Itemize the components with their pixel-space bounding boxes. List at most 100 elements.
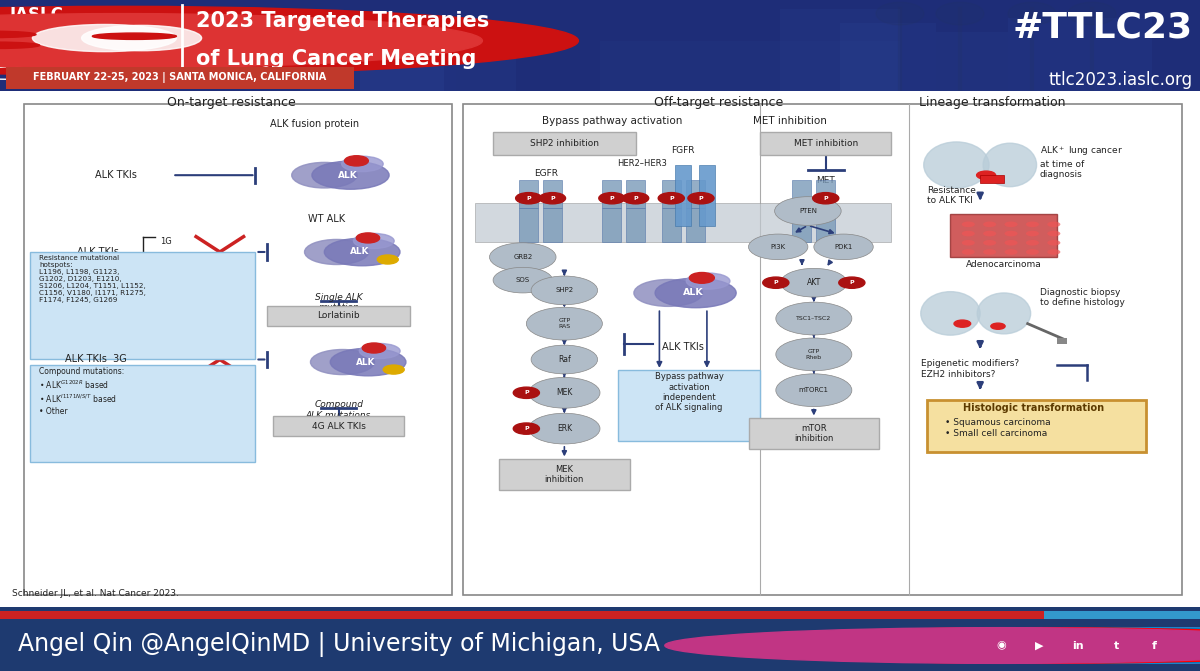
- Ellipse shape: [686, 273, 730, 289]
- Circle shape: [356, 233, 379, 243]
- Ellipse shape: [311, 350, 374, 374]
- Circle shape: [983, 240, 996, 246]
- Text: ttlc2023.iaslc.org: ttlc2023.iaslc.org: [1049, 70, 1193, 89]
- Circle shape: [1026, 249, 1039, 255]
- Text: GRB2: GRB2: [514, 254, 533, 260]
- Circle shape: [532, 276, 598, 305]
- FancyBboxPatch shape: [30, 252, 256, 360]
- Text: Resistance mutational
hotspots:
L1196, L1198, G1123,
G1202, D1203, E1210,
S1206,: Resistance mutational hotspots: L1196, L…: [40, 254, 146, 303]
- Bar: [661, 209, 680, 242]
- Bar: [698, 165, 715, 226]
- FancyBboxPatch shape: [493, 132, 636, 155]
- Circle shape: [532, 345, 598, 374]
- FancyBboxPatch shape: [618, 370, 761, 442]
- Bar: [602, 209, 622, 242]
- Circle shape: [983, 231, 996, 236]
- Circle shape: [1048, 240, 1061, 246]
- Ellipse shape: [876, 2, 924, 25]
- Circle shape: [0, 42, 40, 48]
- Circle shape: [665, 627, 1200, 664]
- Text: P: P: [698, 196, 703, 201]
- Circle shape: [490, 243, 556, 272]
- Text: MEK: MEK: [556, 389, 572, 397]
- Text: Adenocarcinoma: Adenocarcinoma: [966, 260, 1042, 268]
- Text: Single ALK
mutation: Single ALK mutation: [314, 293, 362, 312]
- Bar: [685, 209, 704, 242]
- FancyBboxPatch shape: [926, 401, 1146, 452]
- Text: #TTLC23: #TTLC23: [1013, 11, 1193, 45]
- Circle shape: [514, 387, 540, 399]
- Circle shape: [383, 365, 404, 374]
- Ellipse shape: [936, 2, 984, 25]
- Text: WT ALK: WT ALK: [308, 213, 346, 223]
- Ellipse shape: [655, 278, 736, 308]
- Circle shape: [954, 320, 971, 327]
- Text: IASLC: IASLC: [10, 6, 64, 24]
- Circle shape: [1048, 231, 1061, 236]
- Circle shape: [1048, 249, 1061, 255]
- Bar: [674, 165, 691, 226]
- Bar: [661, 180, 680, 209]
- Circle shape: [599, 193, 625, 204]
- Circle shape: [961, 240, 974, 246]
- Bar: [1057, 338, 1067, 344]
- Text: P: P: [550, 196, 554, 201]
- Bar: [456, 46, 516, 91]
- Text: SHP2: SHP2: [556, 287, 574, 293]
- Ellipse shape: [342, 156, 383, 172]
- Circle shape: [1048, 221, 1061, 227]
- Bar: [360, 18, 456, 91]
- Circle shape: [516, 193, 541, 204]
- Text: ALK TKIs  3G: ALK TKIs 3G: [66, 354, 127, 364]
- Text: P: P: [524, 391, 529, 395]
- Text: AKT: AKT: [806, 278, 821, 287]
- Ellipse shape: [1068, 2, 1116, 25]
- Bar: [542, 180, 562, 209]
- Circle shape: [1004, 221, 1018, 227]
- Text: t: t: [1114, 641, 1118, 650]
- Bar: [685, 180, 704, 209]
- Circle shape: [0, 13, 482, 68]
- Text: ALK TKIs: ALK TKIs: [77, 247, 119, 257]
- Text: ◉: ◉: [996, 641, 1006, 650]
- FancyBboxPatch shape: [30, 364, 256, 462]
- Text: f: f: [1152, 641, 1157, 650]
- Text: Compound
ALK mutations: Compound ALK mutations: [306, 401, 371, 420]
- Ellipse shape: [354, 234, 394, 248]
- Text: P: P: [850, 280, 854, 285]
- FancyBboxPatch shape: [268, 306, 410, 326]
- Bar: [24, 103, 451, 595]
- Circle shape: [1026, 221, 1039, 227]
- Circle shape: [977, 171, 996, 179]
- Circle shape: [1026, 240, 1039, 246]
- Circle shape: [1004, 240, 1018, 246]
- Bar: [936, 32, 1008, 91]
- Text: On-target resistance: On-target resistance: [167, 96, 296, 109]
- Circle shape: [529, 377, 600, 408]
- Circle shape: [703, 627, 1200, 664]
- Circle shape: [514, 423, 540, 434]
- Text: Schneider JL, et al. Nat Cancer 2023.: Schneider JL, et al. Nat Cancer 2023.: [12, 588, 179, 598]
- Text: P: P: [823, 196, 828, 201]
- Text: Epigenetic modifiers?
EZH2 inhibitors?: Epigenetic modifiers? EZH2 inhibitors?: [920, 360, 1019, 379]
- Text: P: P: [668, 196, 673, 201]
- Text: MET inhibition: MET inhibition: [793, 139, 858, 148]
- Circle shape: [780, 627, 1200, 664]
- Circle shape: [344, 156, 368, 166]
- Text: SOS: SOS: [516, 277, 530, 283]
- Text: ALK: ALK: [683, 289, 703, 297]
- Bar: [0, 611, 1044, 619]
- Circle shape: [92, 33, 176, 40]
- Circle shape: [775, 197, 841, 225]
- Ellipse shape: [312, 161, 389, 189]
- Text: 4G ALK TKIs: 4G ALK TKIs: [312, 421, 366, 431]
- Circle shape: [983, 221, 996, 227]
- Text: Raf: Raf: [558, 355, 571, 364]
- Bar: [475, 203, 892, 242]
- Text: ALK: ALK: [338, 170, 358, 180]
- Text: 2023 Targeted Therapies: 2023 Targeted Therapies: [196, 11, 488, 31]
- Text: 1G: 1G: [161, 238, 172, 246]
- Text: Bypass pathway activation: Bypass pathway activation: [541, 116, 682, 126]
- Text: GTP
RAS: GTP RAS: [558, 318, 570, 329]
- Circle shape: [1026, 231, 1039, 236]
